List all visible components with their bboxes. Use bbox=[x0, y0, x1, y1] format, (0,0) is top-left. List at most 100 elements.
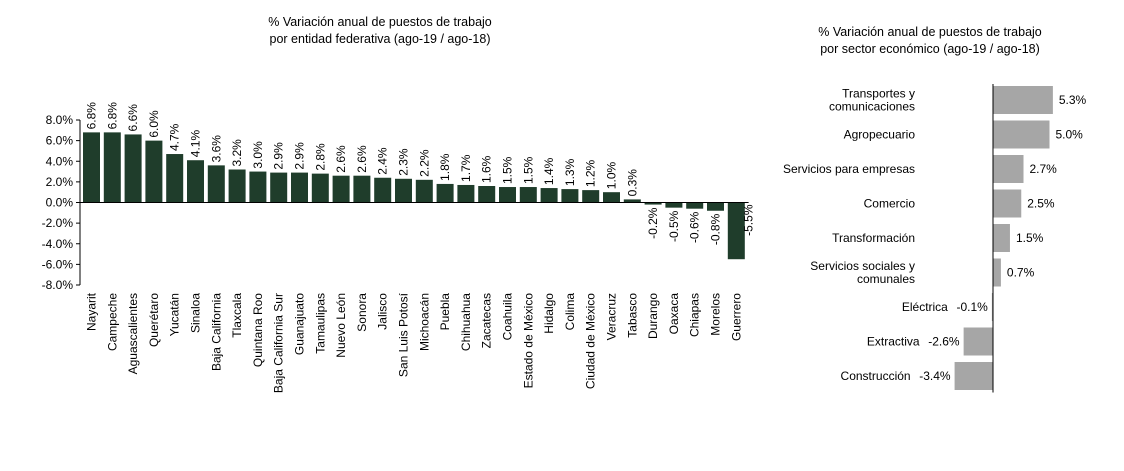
bar bbox=[166, 154, 184, 203]
data-label: 6.0% bbox=[147, 110, 161, 138]
category-label: Quintana Roo bbox=[251, 293, 265, 367]
chart-subtitle-sector: por sector económico (ago-19 / ago-18) bbox=[820, 42, 1040, 56]
category-label: Construcción bbox=[841, 369, 911, 383]
bar bbox=[707, 202, 724, 211]
category-label: Oaxaca bbox=[667, 293, 681, 335]
category-label-line: Extractiva bbox=[867, 335, 920, 349]
data-label: 2.9% bbox=[272, 142, 286, 170]
bar bbox=[103, 132, 121, 203]
data-label: 1.5% bbox=[501, 156, 515, 184]
category-label-line: Eléctrica bbox=[902, 300, 948, 314]
category-label: Extractiva bbox=[867, 335, 920, 349]
chart-title-entidad-line1: % Variación anual de puestos de trabajo bbox=[268, 15, 492, 29]
bar bbox=[993, 258, 1001, 287]
bar bbox=[353, 175, 371, 203]
y-tick-label: 0.0% bbox=[46, 196, 74, 210]
data-label: -0.1% bbox=[957, 300, 989, 314]
data-label: 1.8% bbox=[438, 153, 452, 181]
data-label: 0.7% bbox=[1007, 266, 1035, 280]
bar bbox=[436, 183, 454, 203]
bar bbox=[415, 179, 433, 203]
bar bbox=[457, 184, 475, 203]
category-label: Zacatecas bbox=[480, 293, 494, 348]
bar bbox=[954, 362, 993, 390]
category-label: Chihuahua bbox=[459, 293, 473, 351]
data-label: 4.1% bbox=[189, 130, 203, 158]
category-label: Agropecuario bbox=[844, 128, 916, 142]
category-label: Guanajuato bbox=[293, 293, 307, 355]
bar bbox=[83, 132, 100, 203]
category-label: Morelos bbox=[709, 293, 723, 336]
entidad-bar-chart: 8.0% 6.0% 4.0% 2.0% 0.0% -2.0% -4.0% -6.0% -8.0%… bbox=[42, 102, 756, 393]
data-label: 1.0% bbox=[605, 162, 619, 190]
data-label: 6.8% bbox=[85, 102, 99, 130]
category-label: Servicios para empresas bbox=[783, 162, 915, 176]
category-label: Transportes y comunicaciones bbox=[829, 87, 915, 114]
data-label: 1.7% bbox=[459, 154, 473, 182]
category-label: Transformación bbox=[832, 231, 915, 245]
data-label: -0.2% bbox=[646, 207, 660, 239]
data-label: 2.4% bbox=[376, 147, 390, 175]
bar bbox=[561, 189, 579, 203]
data-label: -0.6% bbox=[688, 211, 702, 243]
data-label: -3.4% bbox=[919, 369, 951, 383]
bar bbox=[603, 192, 620, 203]
data-label: -2.6% bbox=[928, 335, 960, 349]
bar bbox=[540, 188, 558, 203]
category-label-line: Construcción bbox=[841, 369, 911, 383]
bar bbox=[991, 293, 993, 321]
bar bbox=[993, 189, 1022, 218]
y-tick-label: 4.0% bbox=[46, 154, 74, 168]
category-label: Baja California bbox=[209, 293, 223, 371]
bar bbox=[249, 171, 267, 203]
data-label: 5.3% bbox=[1059, 93, 1087, 107]
bar bbox=[145, 140, 163, 203]
data-label: -0.5% bbox=[667, 210, 681, 242]
category-label: Comercio bbox=[864, 197, 916, 211]
category-label: Coahuila bbox=[501, 293, 515, 341]
bar bbox=[478, 186, 496, 203]
y-tick-label: 8.0% bbox=[46, 113, 74, 127]
bar bbox=[311, 173, 329, 203]
category-label: Querétaro bbox=[147, 293, 161, 347]
data-label: -5.5% bbox=[741, 204, 755, 236]
category-label: Baja California Sur bbox=[272, 293, 286, 393]
category-label: Eléctrica bbox=[902, 300, 948, 314]
category-label: Michoacán bbox=[417, 293, 431, 351]
category-label: Yucatán bbox=[168, 293, 182, 336]
bar bbox=[207, 165, 225, 203]
category-label: Tabasco bbox=[625, 293, 639, 338]
category-label-line: Comercio bbox=[864, 197, 916, 211]
category-label-line: comunicaciones bbox=[829, 100, 915, 114]
category-label: Guerrero bbox=[729, 293, 743, 341]
bar bbox=[374, 177, 392, 203]
data-label: 1.5% bbox=[1016, 231, 1044, 245]
data-label: 2.2% bbox=[417, 149, 431, 177]
category-label: San Luis Potosí bbox=[397, 292, 411, 377]
category-label: Tamaulipas bbox=[313, 293, 327, 354]
data-label: 5.0% bbox=[1056, 128, 1084, 142]
category-label: Chiapas bbox=[688, 293, 702, 337]
bar bbox=[582, 190, 600, 203]
bar bbox=[727, 202, 745, 260]
data-label: 3.2% bbox=[230, 139, 244, 167]
bar bbox=[124, 134, 142, 203]
chart-subtitle-entidad: por entidad federativa (ago-19 / ago-18) bbox=[269, 32, 491, 46]
category-label-line: Servicios sociales y bbox=[810, 259, 915, 273]
data-label: 3.6% bbox=[209, 135, 223, 163]
category-label: Durango bbox=[646, 293, 660, 339]
category-label-line: Transportes y bbox=[842, 87, 915, 101]
bar bbox=[332, 175, 350, 203]
data-label: 2.7% bbox=[1030, 162, 1058, 176]
data-label: 4.7% bbox=[168, 123, 182, 151]
category-label: Sonora bbox=[355, 293, 369, 332]
data-label: 1.5% bbox=[521, 156, 535, 184]
bar bbox=[291, 172, 308, 203]
data-label: 1.3% bbox=[563, 158, 577, 186]
data-label: 1.6% bbox=[480, 155, 494, 183]
data-label: 2.6% bbox=[334, 145, 348, 173]
category-label: Jalisco bbox=[376, 293, 390, 330]
y-tick-label: -6.0% bbox=[42, 257, 74, 271]
bar bbox=[993, 155, 1024, 183]
category-label: Campeche bbox=[105, 293, 119, 351]
